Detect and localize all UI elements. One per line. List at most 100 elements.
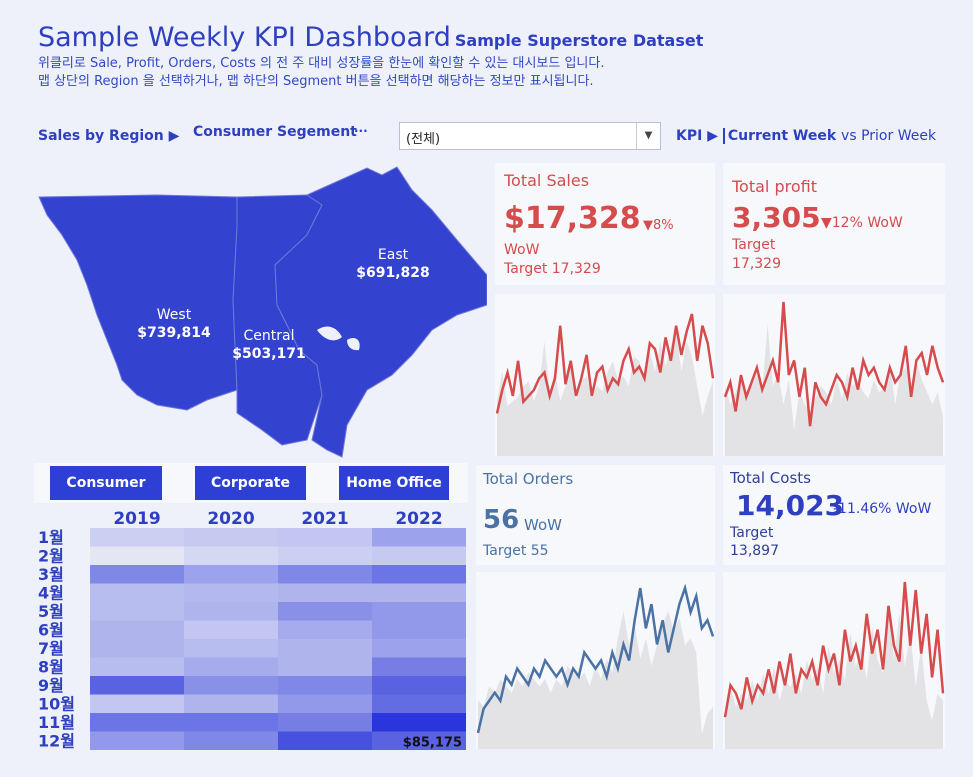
current-week-line <box>723 301 945 427</box>
heatmap-cell[interactable] <box>184 583 278 603</box>
costs-kpi-change: -11.46% WoW <box>833 501 932 517</box>
page-subtitle: Sample Superstore Dataset <box>454 31 704 50</box>
more-icon[interactable]: ··· <box>354 124 368 138</box>
heatmap-month-label: 10월 <box>38 695 75 714</box>
dashboard-title: Sample Weekly KPI Dashboard Sample Supers… <box>38 22 703 53</box>
heatmap-cell[interactable] <box>90 694 184 714</box>
heatmap-cell[interactable] <box>90 657 184 677</box>
current-week-line <box>495 313 715 414</box>
heatmap-cell[interactable] <box>90 639 184 658</box>
heatmap-cell[interactable] <box>184 713 278 732</box>
heatmap-cell[interactable] <box>184 639 278 658</box>
heatmap-cell[interactable] <box>90 676 184 695</box>
heatmap-month-label: 3월 <box>38 565 64 584</box>
heatmap-cell[interactable] <box>278 583 372 603</box>
consumer-segment-label: Consumer Segement <box>193 124 357 140</box>
heatmap-cell[interactable] <box>184 546 278 566</box>
heatmap-cell[interactable] <box>90 713 184 732</box>
heatmap-cell[interactable] <box>372 528 466 547</box>
segment-dropdown[interactable]: (전체) ▼ <box>399 122 661 150</box>
heatmap-cell[interactable] <box>278 602 372 621</box>
home-office-button[interactable]: Home Office <box>339 466 449 500</box>
heatmap-cell[interactable] <box>278 620 372 640</box>
heatmap-cell[interactable] <box>278 731 372 751</box>
map-label-east: East <box>378 247 409 263</box>
heatmap-cell[interactable] <box>184 676 278 695</box>
heatmap-cell[interactable] <box>372 546 466 566</box>
profit-sparkline-panel <box>723 294 945 456</box>
profit-kpi-change: ▼12% WoW <box>821 215 903 231</box>
description-line-2: 맵 상단의 Region 을 선택하거나, 맵 하단의 Segment 버튼을 … <box>38 74 594 89</box>
heatmap-cell[interactable] <box>278 546 372 566</box>
heatmap-cell[interactable] <box>90 602 184 621</box>
heatmap-cell[interactable] <box>278 565 372 584</box>
profit-kpi-target: 17,329 <box>732 256 781 272</box>
heatmap-cell[interactable] <box>372 583 466 603</box>
heatmap-cell[interactable] <box>372 565 466 584</box>
heatmap-cell[interactable] <box>184 731 278 751</box>
costs-kpi-title: Total Costs <box>730 469 811 487</box>
orders-sparkline-panel <box>476 572 715 749</box>
prior-week-area <box>725 323 943 456</box>
kpi-label: KPI ▶ <box>676 128 718 144</box>
profit-kpi-title: Total profit <box>732 177 817 196</box>
heatmap-cell[interactable] <box>90 565 184 584</box>
heatmap-month-label: 5월 <box>38 602 64 621</box>
heatmap-cell[interactable] <box>90 583 184 603</box>
sales-by-region-label: Sales by Region ▶ <box>38 128 180 144</box>
heatmap-cell[interactable] <box>372 676 466 695</box>
orders-kpi-wow: WoW <box>524 516 562 534</box>
heatmap-cell[interactable] <box>278 694 372 714</box>
profit-kpi-target-label: Target <box>732 237 776 253</box>
consumer-button[interactable]: Consumer <box>50 466 162 500</box>
chevron-down-icon[interactable]: ▼ <box>636 123 660 149</box>
heatmap-month-label: 9월 <box>38 676 64 695</box>
heatmap-cell[interactable] <box>278 676 372 695</box>
heatmap-year-label: 2021 <box>301 509 348 529</box>
description: 위클리로 Sale, Profit, Orders, Costs 의 전 주 대… <box>38 55 604 91</box>
heatmap-cell[interactable] <box>184 694 278 714</box>
heatmap-cell[interactable] <box>372 620 466 640</box>
heatmap-cell[interactable] <box>278 657 372 677</box>
region-map[interactable]: West $739,814 Central $503,171 East $691… <box>37 165 487 460</box>
heatmap-cell[interactable] <box>90 731 184 751</box>
heatmap-cell[interactable] <box>184 602 278 621</box>
heatmap-month-label: 11월 <box>38 713 75 732</box>
heatmap-cell[interactable] <box>184 620 278 640</box>
heatmap-cell[interactable] <box>278 528 372 547</box>
heatmap-cell[interactable] <box>372 694 466 714</box>
heatmap-cell[interactable] <box>184 657 278 677</box>
map-label-central: Central <box>244 328 295 344</box>
heatmap-cell[interactable] <box>184 528 278 547</box>
heatmap-cell[interactable] <box>184 565 278 584</box>
map-label-west: West <box>157 307 192 323</box>
description-line-1: 위클리로 Sale, Profit, Orders, Costs 의 전 주 대… <box>38 56 605 71</box>
costs-kpi-value: 14,023 <box>736 489 845 522</box>
current-week-line <box>723 581 945 718</box>
heatmap-cell[interactable] <box>278 713 372 732</box>
heatmap-cell[interactable] <box>372 731 466 751</box>
corporate-button[interactable]: Corporate <box>195 466 306 500</box>
vs-prior-label: vs Prior Week <box>841 128 937 144</box>
sales-kpi-title: Total Sales <box>504 171 590 190</box>
heatmap-year-label: 2022 <box>395 509 442 529</box>
segment-dropdown-value: (전체) <box>406 132 441 147</box>
heatmap-cell[interactable] <box>372 657 466 677</box>
heatmap-cell[interactable] <box>90 546 184 566</box>
map-value-east: $691,828 <box>356 265 430 281</box>
heatmap-cell[interactable] <box>90 528 184 547</box>
heatmap-cell[interactable] <box>278 639 372 658</box>
map-region-east[interactable] <box>274 166 487 458</box>
heatmap-cell[interactable] <box>372 713 466 732</box>
map-region-west[interactable] <box>38 194 238 411</box>
current-week-label: Current Week <box>722 128 837 144</box>
heatmap-highlight-label: $85,175 <box>403 736 462 751</box>
sales-kpi-value: $17,328 <box>504 201 641 236</box>
heatmap-month-label: 7월 <box>38 639 64 658</box>
heatmap-year-label: 2020 <box>207 509 254 529</box>
heatmap-cell[interactable] <box>372 602 466 621</box>
heatmap-cell[interactable] <box>90 620 184 640</box>
sales-kpi-wow: WoW <box>504 242 540 258</box>
heatmap-cell[interactable] <box>372 639 466 658</box>
costs-sparkline-panel <box>723 572 945 749</box>
